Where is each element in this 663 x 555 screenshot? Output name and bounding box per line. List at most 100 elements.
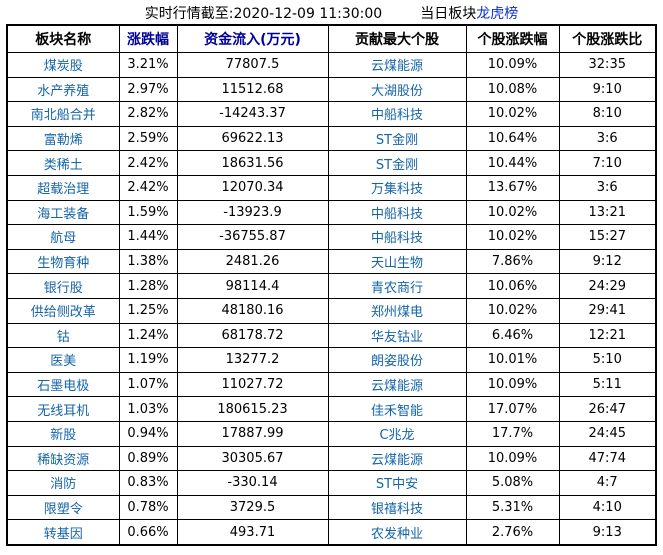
top-stock-link[interactable]: 朗姿股份 <box>327 347 467 373</box>
stock-ratio-value: 3:6 <box>558 125 657 152</box>
table-row: 供给侧改革 1.25% 48180.16 郑州煤电 10.02% 29:41 <box>6 297 657 324</box>
sector-change-value: 1.59% <box>118 199 178 226</box>
col-header-stock-up-down-ratio: 个股涨跌比 <box>558 24 657 53</box>
top-stock-link[interactable]: 万集科技 <box>327 174 467 201</box>
top-stock-link[interactable]: 郑州煤电 <box>327 297 467 324</box>
table-row: 海工装备 1.59% -13923.9 中船科技 10.02% 13:21 <box>6 199 657 226</box>
sector-name-link[interactable]: 类稀土 <box>6 150 120 176</box>
stock-ratio-value: 5:11 <box>558 371 657 398</box>
sector-change-value: 0.94% <box>118 420 178 447</box>
top-stock-link[interactable]: 农发种业 <box>327 519 467 546</box>
capital-inflow-value: 11027.72 <box>176 371 329 398</box>
stock-change-value: 17.7% <box>465 420 560 447</box>
top-stock-link[interactable]: 中船科技 <box>327 199 467 226</box>
top-stock-link[interactable]: 华友钴业 <box>327 322 467 349</box>
stock-ratio-value: 3:6 <box>558 174 657 201</box>
stock-change-value: 17.07% <box>465 396 560 422</box>
sector-name-link[interactable]: 转基因 <box>6 519 120 546</box>
sector-name-link[interactable]: 钴 <box>6 322 120 349</box>
sector-name-link[interactable]: 煤炭股 <box>6 52 120 78</box>
sector-name-link[interactable]: 消防 <box>6 470 120 496</box>
sector-name-link[interactable]: 新股 <box>6 420 120 447</box>
top-stock-link[interactable]: 大湖股份 <box>327 76 467 103</box>
top-stock-link[interactable]: 银禧科技 <box>327 494 467 521</box>
sector-name-link[interactable]: 航母 <box>6 224 120 250</box>
table-row: 石墨电极 1.07% 11027.72 云煤能源 10.09% 5:11 <box>6 371 657 398</box>
stock-change-value: 10.44% <box>465 150 560 176</box>
sector-change-value: 1.44% <box>118 224 178 250</box>
top-stock-link[interactable]: 中船科技 <box>327 224 467 250</box>
sector-change-value: 1.38% <box>118 248 178 275</box>
capital-inflow-value: 98114.4 <box>176 273 329 299</box>
capital-inflow-value: -14243.37 <box>176 101 329 127</box>
sector-name-link[interactable]: 医美 <box>6 347 120 373</box>
sector-name-link[interactable]: 超载治理 <box>6 174 120 201</box>
stock-ratio-value: 4:10 <box>558 494 657 521</box>
top-stock-link[interactable]: ST金刚 <box>327 150 467 176</box>
sector-name-link[interactable]: 供给侧改革 <box>6 297 120 324</box>
capital-inflow-value: 493.71 <box>176 519 329 546</box>
top-stock-link[interactable]: 云煤能源 <box>327 371 467 398</box>
table-header-row: 板块名称 涨跌幅 资金流入(万元) 贡献最大个股 个股涨跌幅 个股涨跌比 <box>6 24 657 53</box>
sector-change-value: 2.42% <box>118 150 178 176</box>
sector-name-link[interactable]: 水产养殖 <box>6 76 120 103</box>
capital-inflow-value: 11512.68 <box>176 76 329 103</box>
stock-ratio-value: 24:45 <box>558 420 657 447</box>
dragon-tiger-link[interactable]: 龙虎榜 <box>476 6 519 22</box>
col-header-stock-change-pct: 个股涨跌幅 <box>465 24 560 53</box>
sector-change-value: 3.21% <box>118 52 178 78</box>
top-stock-link[interactable]: 云煤能源 <box>327 445 467 472</box>
sector-change-value: 0.83% <box>118 470 178 496</box>
sector-name-link[interactable]: 无线耳机 <box>6 396 120 422</box>
stock-change-value: 10.09% <box>465 371 560 398</box>
top-stock-link[interactable]: 中船科技 <box>327 101 467 127</box>
top-stock-link[interactable]: C兆龙 <box>327 420 467 447</box>
sector-name-link[interactable]: 稀缺资源 <box>6 445 120 472</box>
capital-inflow-value: 30305.67 <box>176 445 329 472</box>
stock-change-value: 10.64% <box>465 125 560 152</box>
sector-name-link[interactable]: 富勒烯 <box>6 125 120 152</box>
stock-ratio-value: 12:21 <box>558 322 657 349</box>
stock-ratio-value: 9:13 <box>558 519 657 546</box>
sector-name-link[interactable]: 南北船合并 <box>6 101 120 127</box>
capital-inflow-value: 12070.34 <box>176 174 329 201</box>
table-row: 消防 0.83% -330.14 ST中安 5.08% 4:7 <box>6 470 657 496</box>
table-row: 生物育种 1.38% 2481.26 天山生物 7.86% 9:12 <box>6 248 657 275</box>
title-bar: 实时行情截至:2020-12-09 11:30:00 当日板块龙虎榜 <box>0 0 663 23</box>
stock-ratio-value: 8:10 <box>558 101 657 127</box>
sector-name-link[interactable]: 生物育种 <box>6 248 120 275</box>
top-stock-link[interactable]: ST中安 <box>327 470 467 496</box>
table-row: 南北船合并 2.82% -14243.37 中船科技 10.02% 8:10 <box>6 101 657 127</box>
sector-change-value: 0.66% <box>118 519 178 546</box>
col-header-sector-name: 板块名称 <box>6 24 120 53</box>
snapshot-time-label: 实时行情截至:2020-12-09 11:30:00 <box>144 6 383 22</box>
sector-change-value: 2.82% <box>118 101 178 127</box>
capital-inflow-value: 3729.5 <box>176 494 329 521</box>
sector-change-value: 2.97% <box>118 76 178 103</box>
sector-name-link[interactable]: 石墨电极 <box>6 371 120 398</box>
col-header-capital-inflow: 资金流入(万元) <box>176 24 329 53</box>
stock-change-value: 10.02% <box>465 297 560 324</box>
table-row: 富勒烯 2.59% 69622.13 ST金刚 10.64% 3:6 <box>6 125 657 152</box>
stock-change-value: 13.67% <box>465 174 560 201</box>
top-stock-link[interactable]: 天山生物 <box>327 248 467 275</box>
stock-change-value: 10.02% <box>465 199 560 226</box>
stock-ratio-value: 5:10 <box>558 347 657 373</box>
top-stock-link[interactable]: 青农商行 <box>327 273 467 299</box>
stock-change-value: 10.01% <box>465 347 560 373</box>
stock-change-value: 10.06% <box>465 273 560 299</box>
stock-ratio-value: 15:27 <box>558 224 657 250</box>
table-row: 医美 1.19% 13277.2 朗姿股份 10.01% 5:10 <box>6 347 657 373</box>
sector-name-link[interactable]: 海工装备 <box>6 199 120 226</box>
table-row: 钴 1.24% 68178.72 华友钴业 6.46% 12:21 <box>6 322 657 349</box>
capital-inflow-value: 18631.56 <box>176 150 329 176</box>
sector-change-value: 0.89% <box>118 445 178 472</box>
top-stock-link[interactable]: 佳禾智能 <box>327 396 467 422</box>
sector-name-link[interactable]: 银行股 <box>6 273 120 299</box>
sector-change-value: 0.78% <box>118 494 178 521</box>
top-stock-link[interactable]: 云煤能源 <box>327 52 467 78</box>
stock-ratio-value: 9:12 <box>558 248 657 275</box>
sector-name-link[interactable]: 限塑令 <box>6 494 120 521</box>
top-stock-link[interactable]: ST金刚 <box>327 125 467 152</box>
table-row: 类稀土 2.42% 18631.56 ST金刚 10.44% 7:10 <box>6 150 657 176</box>
